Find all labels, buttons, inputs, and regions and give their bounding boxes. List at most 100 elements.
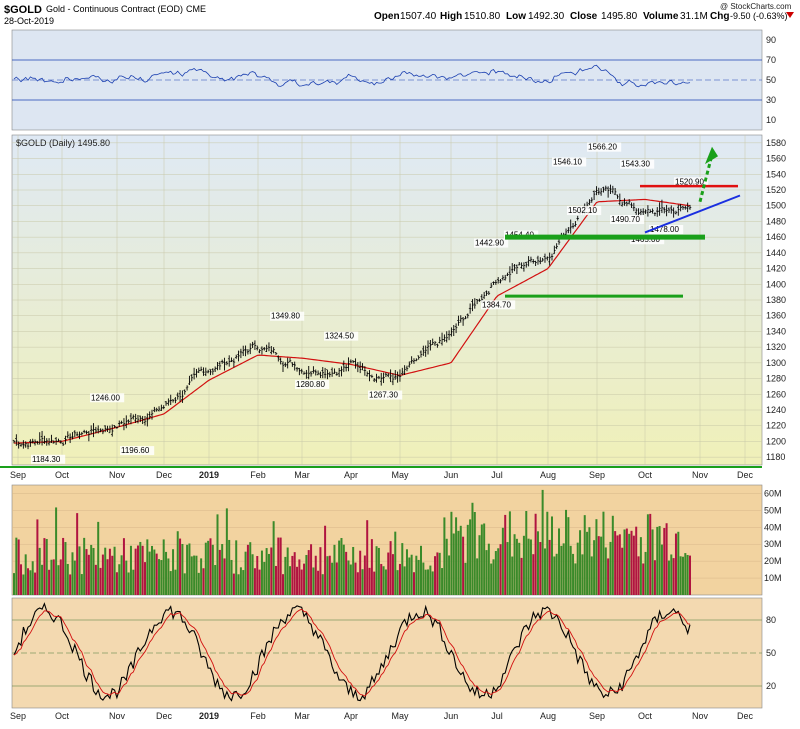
annotation-box xyxy=(552,157,587,167)
volume-value: 31.1M xyxy=(680,11,708,22)
month-label: Oct xyxy=(55,711,70,721)
volume-bar xyxy=(45,538,48,595)
volume-bar xyxy=(548,539,551,595)
exchange: CME xyxy=(186,4,206,14)
volume-bar xyxy=(569,545,572,595)
volume-bar xyxy=(55,507,58,595)
volume-bar xyxy=(204,542,207,595)
volume-label: Volume xyxy=(643,11,679,22)
volume-bar xyxy=(550,516,553,595)
volume-bar xyxy=(518,542,521,595)
annotation-box xyxy=(481,300,516,310)
volume-bar xyxy=(543,548,546,595)
volume-bar xyxy=(139,541,142,595)
volume-bar xyxy=(480,524,483,595)
volume-bar xyxy=(674,533,677,595)
volume-bar xyxy=(614,531,617,595)
price-annotation: 1196.60 xyxy=(121,446,150,455)
volume-bar xyxy=(686,554,689,595)
volume-bar xyxy=(572,553,575,595)
volume-bar xyxy=(656,526,659,595)
volume-bar xyxy=(490,563,493,595)
volume-bar xyxy=(148,551,151,595)
rsi-tick-label: 50 xyxy=(766,75,776,85)
volume-bar xyxy=(618,534,621,595)
annotation-box xyxy=(610,215,645,225)
volume-bar xyxy=(427,569,430,595)
volume-bar xyxy=(581,554,584,595)
volume-bar xyxy=(635,526,638,595)
chg-value: -9.50 (-0.63%) xyxy=(730,11,788,21)
volume-bar xyxy=(492,559,495,595)
volume-bar xyxy=(590,556,593,595)
annotation-box xyxy=(649,225,684,234)
volume-bar xyxy=(62,537,65,595)
volume-bar xyxy=(115,572,118,595)
volume-bar xyxy=(389,541,392,595)
stochastic-tick-label: 50 xyxy=(766,648,776,658)
volume-bar xyxy=(22,574,25,595)
volume-bar xyxy=(424,569,427,595)
month-label: Oct xyxy=(55,470,70,480)
volume-bar xyxy=(497,548,500,595)
month-label: Dec xyxy=(737,470,754,480)
volume-bar xyxy=(174,569,177,595)
volume-bar xyxy=(237,574,240,595)
volume-bar xyxy=(340,538,343,595)
volume-bar xyxy=(644,551,647,595)
volume-bar xyxy=(118,564,121,595)
volume-bar xyxy=(225,508,228,595)
volume-bar xyxy=(485,550,488,595)
volume-bar xyxy=(167,558,170,595)
volume-bar xyxy=(558,528,561,595)
price-annotation: 1384.70 xyxy=(482,300,511,309)
volume-bar xyxy=(17,539,20,595)
annotation-box xyxy=(620,159,655,169)
volume-bar xyxy=(324,525,327,595)
annotation-box xyxy=(270,311,305,321)
month-label: Nov xyxy=(692,470,709,480)
price-annotation: 1442.90 xyxy=(475,239,504,248)
annotation-box xyxy=(324,331,359,341)
volume-bar xyxy=(263,561,266,595)
volume-bar xyxy=(471,502,474,595)
volume-bar xyxy=(441,568,444,595)
volume-bar xyxy=(71,552,74,595)
volume-bar xyxy=(632,535,635,595)
volume-bar xyxy=(143,562,146,595)
volume-bar xyxy=(586,531,589,595)
volume-bar xyxy=(450,511,453,595)
price-annotation: 1546.10 xyxy=(553,157,582,166)
volume-bar xyxy=(520,557,523,595)
volume-bar xyxy=(541,489,544,595)
volume-bar xyxy=(94,564,97,595)
price-annotation: 1490.70 xyxy=(611,215,640,224)
volume-bar xyxy=(436,552,439,595)
stochastic-k-line xyxy=(13,602,691,702)
annotation-box xyxy=(567,206,602,216)
volume-bar xyxy=(120,555,123,595)
volume-bar xyxy=(373,571,376,595)
price-annotation: 1246.00 xyxy=(91,393,120,402)
volume-bar xyxy=(160,560,163,595)
volume-bar xyxy=(525,511,528,595)
volume-bar xyxy=(34,572,37,595)
volume-bar xyxy=(92,547,95,595)
volume-bar xyxy=(85,549,88,595)
volume-bar xyxy=(221,544,224,595)
month-label: Sep xyxy=(10,711,26,721)
month-label: Sep xyxy=(589,470,605,480)
month-label: Feb xyxy=(250,711,266,721)
volume-bar xyxy=(452,533,455,595)
volume-bar xyxy=(188,543,191,595)
annotation-box xyxy=(630,235,665,245)
annotation-box xyxy=(474,238,509,248)
volume-bar xyxy=(345,551,348,595)
watermark: @ StockCharts.com xyxy=(720,2,792,11)
volume-bar xyxy=(317,570,320,595)
volume-bar xyxy=(181,543,184,595)
month-label: Dec xyxy=(156,470,173,480)
volume-bar xyxy=(515,538,518,595)
